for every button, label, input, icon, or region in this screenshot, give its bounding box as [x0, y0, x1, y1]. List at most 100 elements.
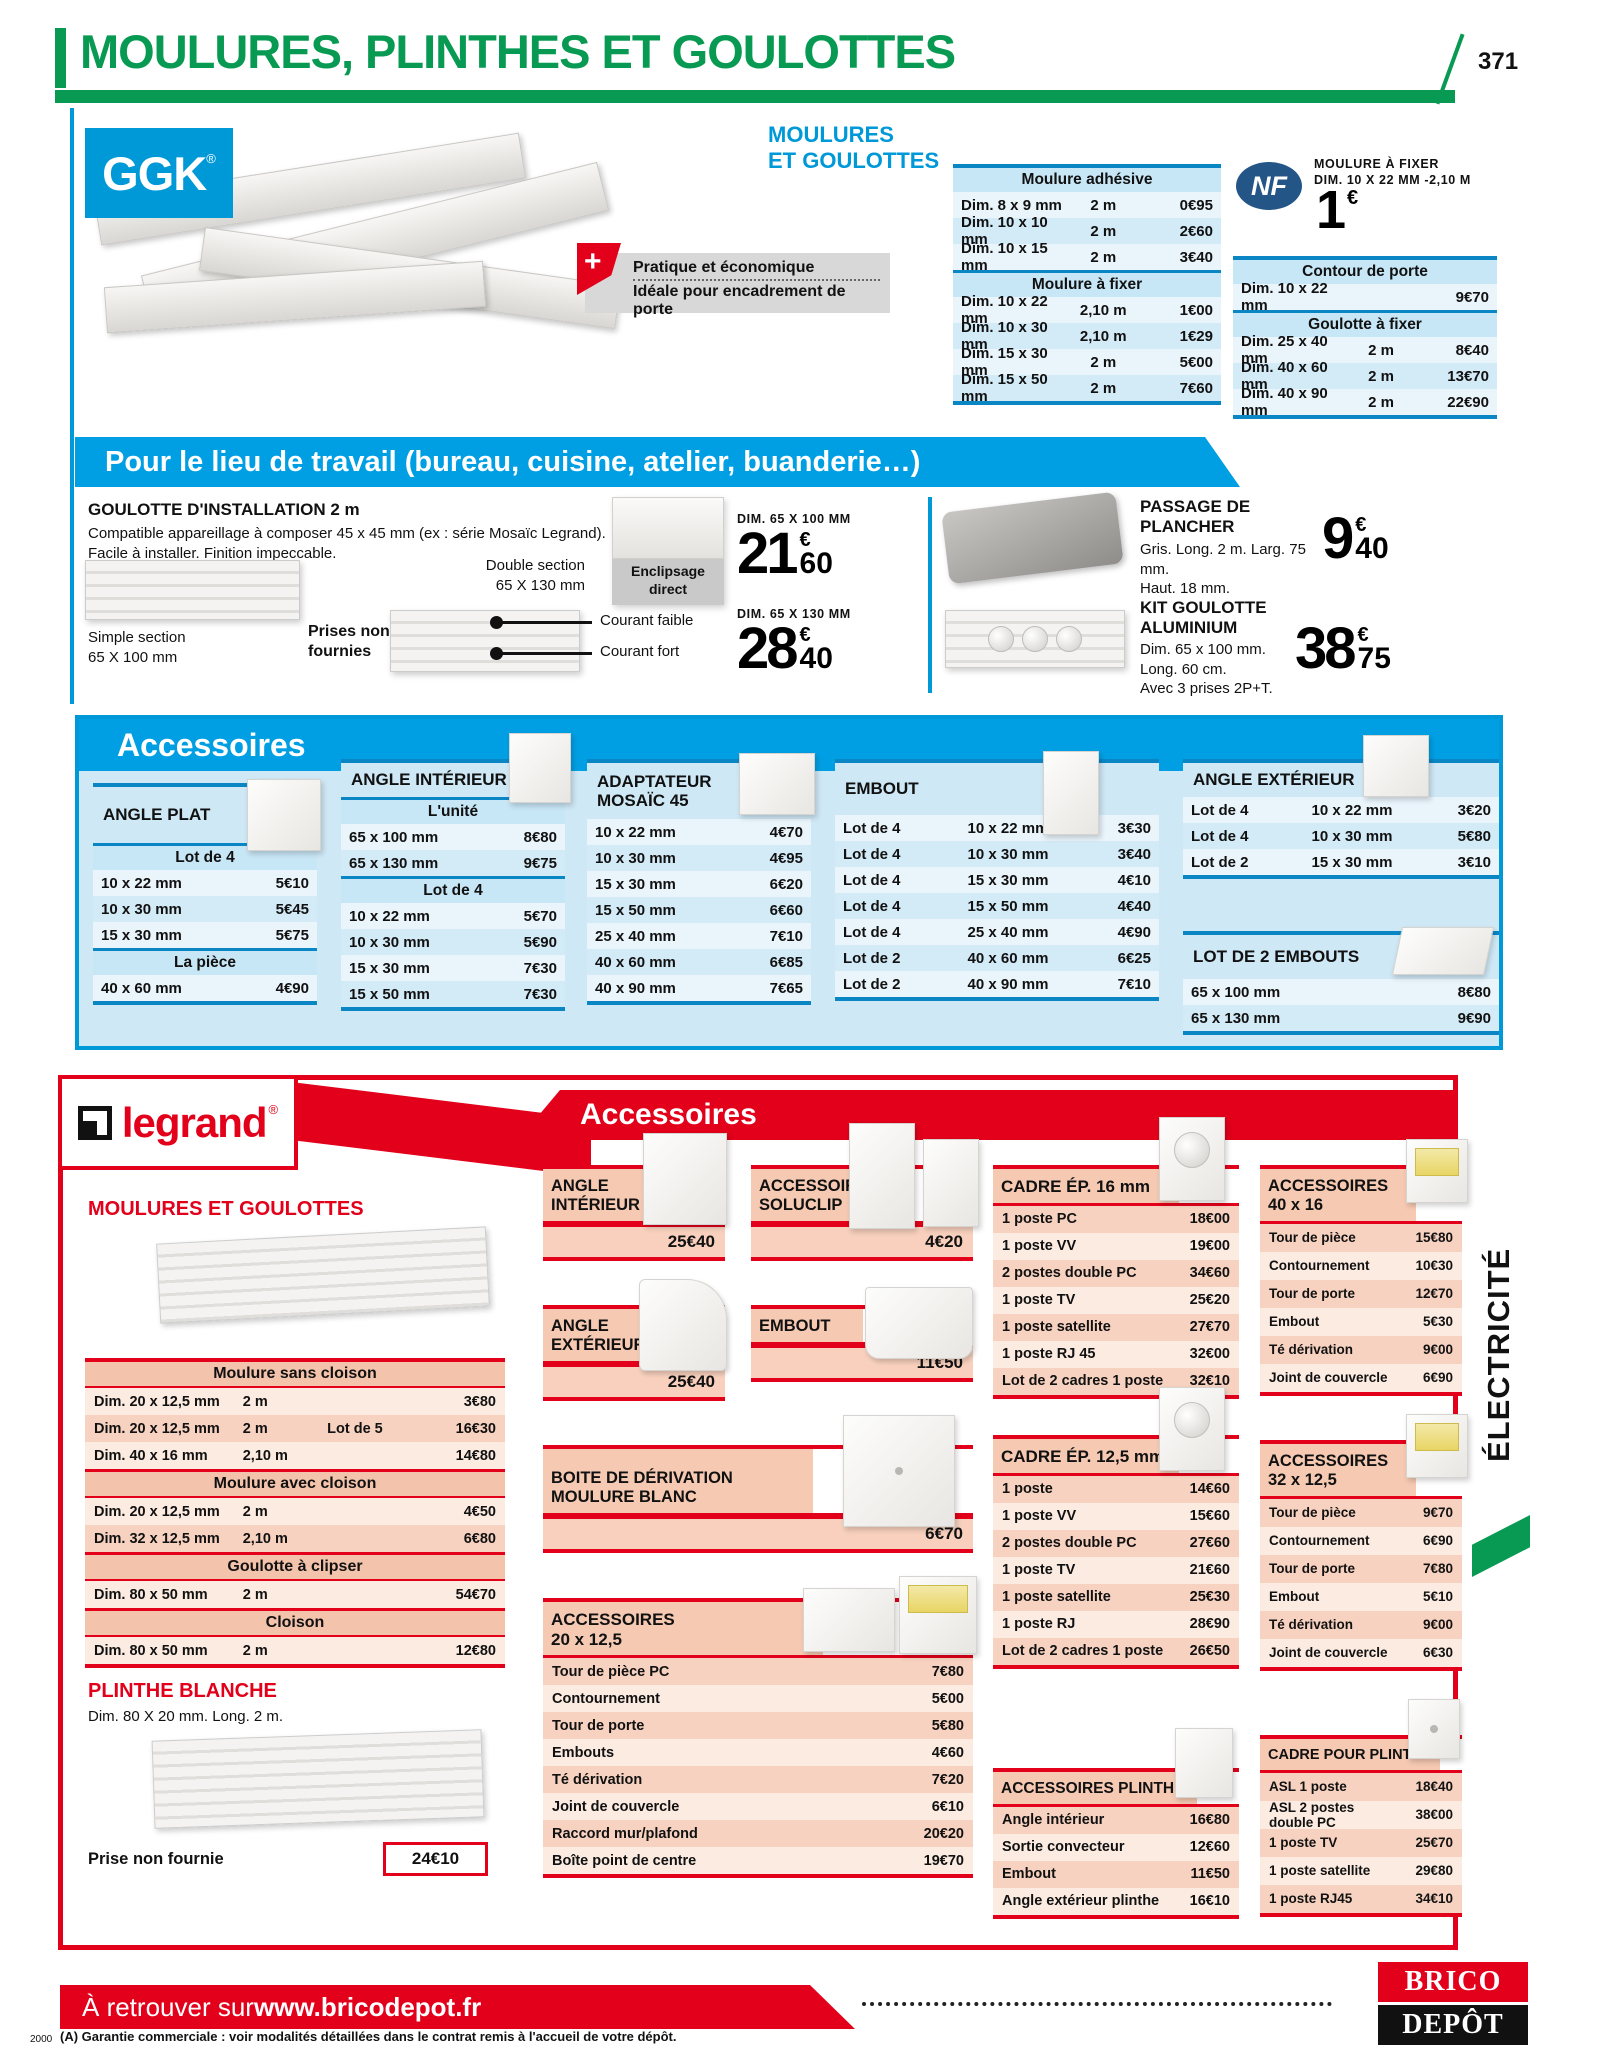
item-cell: Lot de 2 cadres 1 poste	[1002, 1373, 1164, 1390]
table-row: Raccord mur/plafond 20€20	[543, 1820, 973, 1848]
nf-promo-block: NF MOULURE À FIXER DIM. 10 X 22 MM -2,10…	[1236, 150, 1498, 250]
item-cell: Té dérivation	[1269, 1617, 1354, 1633]
price-cell: 38€00	[1415, 1807, 1453, 1823]
embout-photo	[1043, 751, 1099, 835]
enclipsage-label: Enclipsage direct	[612, 559, 724, 605]
passage-plancher-photo	[941, 491, 1124, 585]
cadre125-table: CADRE ÉP. 12,5 mm 1 poste 14€60 1 poste VV…	[993, 1387, 1239, 1669]
price-cell: 5€80	[1457, 827, 1491, 845]
table-title: ANGLE EXTÉRIEUR	[1183, 763, 1499, 797]
adaptateur-table: ADAPTATEUR MOSAÏC 45 10 x 22 mm 4€70 10 x …	[587, 753, 815, 1005]
dim-cell: 10 x 30 mm	[967, 845, 1049, 863]
table-row: 1 poste RJ45 34€10	[1260, 1884, 1462, 1913]
dim-cell: Dim. 10 x 15 mm	[961, 240, 1048, 274]
angle-exterieur-photo	[1363, 735, 1429, 797]
table-rows: Tour de pièce PC 7€80 Contournement 5€00 Tou…	[543, 1658, 973, 1875]
table-row: Angle extérieur plinthe 16€10	[993, 1887, 1239, 1915]
page-number: 371	[1478, 48, 1519, 75]
card-angle-exterieur-photo	[639, 1279, 727, 1371]
item-cell: 1 poste TV	[1002, 1292, 1076, 1309]
item-cell: ASL 1 poste	[1269, 1779, 1347, 1795]
price-cell: 12€70	[1415, 1286, 1453, 1302]
table-title: CADRE ÉP. 12,5 mm	[993, 1439, 1179, 1473]
footer-url: www.bricodepot.fr	[253, 1991, 482, 2022]
dim-cell: 65 x 130 mm	[349, 854, 439, 872]
price-cell: 9€75	[523, 854, 557, 872]
workplace-banner: Pour le lieu de travail (bureau, cuisine…	[75, 437, 1240, 487]
table-rows: 10 x 22 mm 4€70 10 x 30 mm 4€95 15 x 30 mm 6€…	[587, 819, 811, 1001]
table-row: 65 x 100 mm 8€80	[1183, 979, 1499, 1005]
price-cell: 26€50	[1189, 1643, 1230, 1660]
table-row: Sortie convecteur 12€60	[993, 1833, 1239, 1861]
price-cell: 20€20	[923, 1825, 964, 1842]
table-row: Dim. 32 x 12,5 mm 2,10 m 6€80	[85, 1525, 505, 1552]
acc32-photo	[1406, 1414, 1468, 1478]
price-cell: 5€80	[931, 1717, 964, 1734]
table-rows: 1 poste PC 18€00 1 poste VV 19€00 2 postes d…	[993, 1205, 1239, 1395]
table-row: ASL 1 poste 18€40	[1260, 1772, 1462, 1801]
table-section-header: Moulure à fixer	[953, 270, 1221, 297]
card-soluclip-photo1	[849, 1123, 915, 1229]
nf-price: 1 €	[1316, 180, 1359, 240]
table-row: 1 poste VV 15€60	[993, 1502, 1239, 1530]
price-cell: 4€50	[463, 1503, 496, 1520]
length-cell: 2,10 m	[242, 1447, 288, 1464]
price-cell: 16€30	[455, 1420, 496, 1437]
table-section-header: Contour de porte	[1233, 260, 1497, 284]
table-row: Joint de couvercle 6€10	[543, 1793, 973, 1821]
price-cell: 16€10	[1189, 1893, 1230, 1910]
length-cell: 2,10 m	[1079, 301, 1127, 319]
dim-cell: 65 x 130 mm	[1191, 1009, 1281, 1027]
table-row: Dim. 10 x 15 mm 2 m 3€40	[953, 240, 1221, 274]
item-cell: 1 poste RJ	[1002, 1616, 1076, 1633]
price-cell: 5€30	[1422, 1314, 1453, 1330]
kit-goulotte-photo	[945, 610, 1125, 668]
price-cell: 3€30	[1117, 819, 1151, 837]
price-cell: 7€10	[1117, 975, 1151, 993]
dim-cell: 10 x 30 mm	[349, 933, 430, 951]
promo-line1: Pratique et économique	[633, 259, 815, 276]
price-cell: 25€30	[1189, 1589, 1230, 1606]
footer-prefix: À retrouver sur	[82, 1991, 254, 2022]
table-rows: 1 poste 14€60 1 poste VV 15€60 2 postes doub…	[993, 1475, 1239, 1665]
table-row: 1 poste 14€60	[993, 1475, 1239, 1503]
dim-cell: 10 x 30 mm	[1311, 827, 1393, 845]
table-row: 15 x 30 mm 5€75	[93, 922, 317, 948]
table-row: 2 postes double PC 27€60	[993, 1529, 1239, 1557]
dim-cell: 15 x 30 mm	[967, 871, 1049, 889]
table-rows: Tour de pièce 15€80 Contournement 10€30 Tour…	[1260, 1223, 1462, 1392]
price-cell: 3€20	[1457, 801, 1491, 819]
product-title: GOULOTTE D'INSTALLATION 2 m	[88, 500, 360, 519]
item-cell: 1 poste satellite	[1002, 1319, 1111, 1336]
price-cell: 9€90	[1457, 1009, 1491, 1027]
footer-legal: (A) Garantie commerciale : voir modalité…	[60, 2029, 677, 2044]
brico-logo-top: BRICO	[1378, 1962, 1528, 2002]
table-title: ACCESSOIRES 40 x 16	[1260, 1169, 1416, 1221]
card-embout-photo	[865, 1287, 973, 1359]
lot-cell: Lot de 4	[843, 897, 901, 915]
item-cell: 1 poste VV	[1002, 1508, 1077, 1525]
lot-cell: Lot de 4	[1191, 801, 1249, 819]
angle-plat-photo	[247, 779, 321, 851]
table-row: Dim. 10 x 22 mm 2,10 m 1€00	[953, 293, 1221, 327]
moulure-photo	[156, 1226, 490, 1324]
table-section-header: La pièce	[93, 948, 317, 975]
price-cell: 22€90	[1447, 393, 1489, 411]
item-cell: 1 poste VV	[1002, 1238, 1077, 1255]
dim-cell: Dim. 10 x 22 mm	[1241, 280, 1328, 314]
length-cell: 2 m	[242, 1393, 268, 1410]
price-cell: 10€30	[1415, 1258, 1453, 1274]
item-cell: 1 poste satellite	[1269, 1863, 1371, 1879]
price-cell: 21€60	[1189, 1562, 1230, 1579]
header-accent-bar	[55, 28, 66, 88]
table-row: Joint de couvercle 6€90	[1260, 1363, 1462, 1392]
price-cell: 6€30	[1422, 1645, 1453, 1661]
angle-exterieur-table: ANGLE EXTÉRIEUR Lot de 4 10 x 22 mm 3€20 Lo…	[1183, 735, 1499, 879]
category-label: MOULURES ET GOULOTTES	[768, 122, 940, 174]
table-row: Lot de 2 cadres 1 poste 26€50	[993, 1637, 1239, 1665]
item-cell: 1 poste TV	[1002, 1562, 1076, 1579]
price-cell: 7€80	[1422, 1561, 1453, 1577]
dim-cell: Dim. 10 x 30 mm	[961, 319, 1048, 353]
table-row: Lot de 2 40 x 60 mm 6€25	[835, 945, 1159, 971]
price-cell: 7€60	[1179, 379, 1213, 397]
